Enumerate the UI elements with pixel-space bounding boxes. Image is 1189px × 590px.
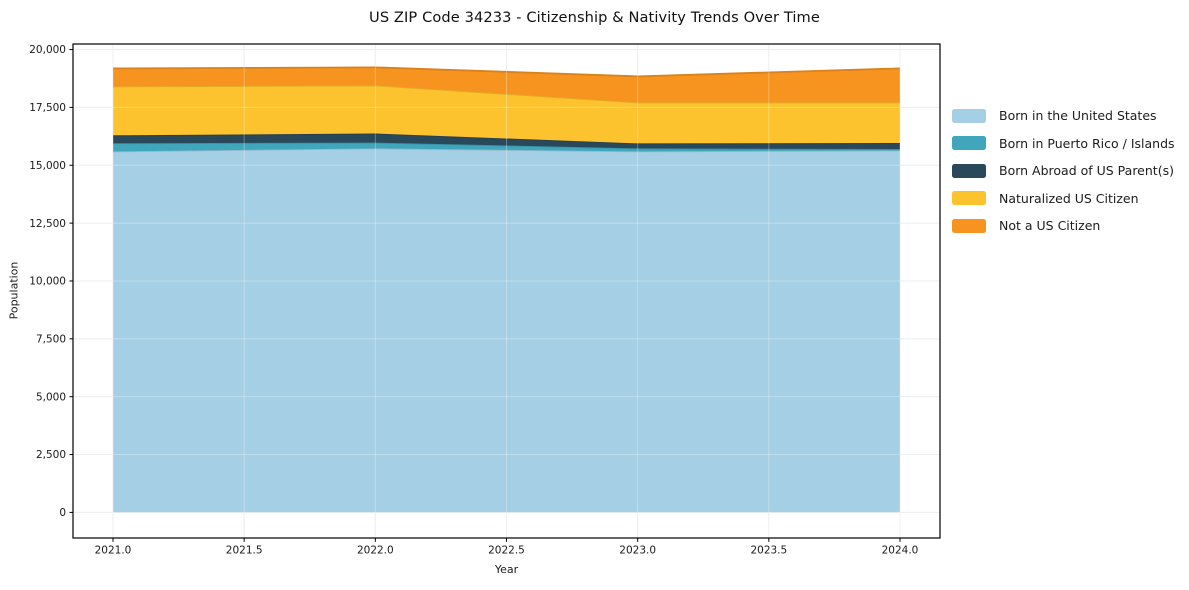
legend-item: Born in Puerto Rico / Islands [952,130,1175,158]
legend-swatch-icon [952,163,986,178]
legend-item: Naturalized US Citizen [952,185,1175,213]
x-tick-label: 2023.5 [750,545,787,557]
y-tick-label: 7,500 [36,334,66,346]
y-axis-label: Population [7,261,21,320]
area-edge-not-a-us-citizen [112,66,901,78]
area-edge-born-in-puerto-rico-islands [112,141,901,150]
legend-label: Born Abroad of US Parent(s) [999,163,1174,179]
legend-label: Naturalized US Citizen [999,190,1139,206]
x-axis-label: Year [494,563,519,576]
x-tick-label: 2021.5 [226,545,263,557]
area-not-a-us-citizen [113,67,900,103]
legend-item: Not a US Citizen [952,212,1175,240]
x-tick-label: 2022.0 [357,545,394,557]
legend-swatch-icon [952,191,986,206]
chart-title: US ZIP Code 34233 - Citizenship & Nativi… [369,9,820,26]
area-born-abroad-of-us-parent-s [113,133,900,150]
legend-label: Not a US Citizen [999,218,1101,234]
legend-swatch-icon [952,136,986,151]
legend-label: Born in Puerto Rico / Islands [999,135,1175,151]
x-tick-label: 2022.5 [488,545,525,557]
y-tick-label: 10,000 [29,276,66,288]
y-tick-label: 15,000 [29,160,66,172]
legend-swatch-icon [952,108,986,123]
y-tick-label: 17,500 [29,102,66,114]
area-born-in-the-united-states [113,148,900,513]
legend-item: Born in the United States [952,102,1175,130]
x-tick-label: 2021.0 [95,545,132,557]
legend-item: Born Abroad of US Parent(s) [952,157,1175,185]
y-tick-label: 2,500 [36,449,66,461]
y-tick-label: 20,000 [29,44,66,56]
x-tick-label: 2023.0 [619,545,656,557]
y-tick-label: 0 [59,507,66,519]
y-tick-label: 5,000 [36,391,66,403]
area-naturalized-us-citizen [113,85,900,144]
legend: Born in the United States Born in Puerto… [952,102,1175,240]
legend-label: Born in the United States [999,108,1157,124]
x-tick-label: 2024.0 [882,545,919,557]
y-tick-label: 12,500 [29,218,66,230]
legend-swatch-icon [952,218,986,233]
